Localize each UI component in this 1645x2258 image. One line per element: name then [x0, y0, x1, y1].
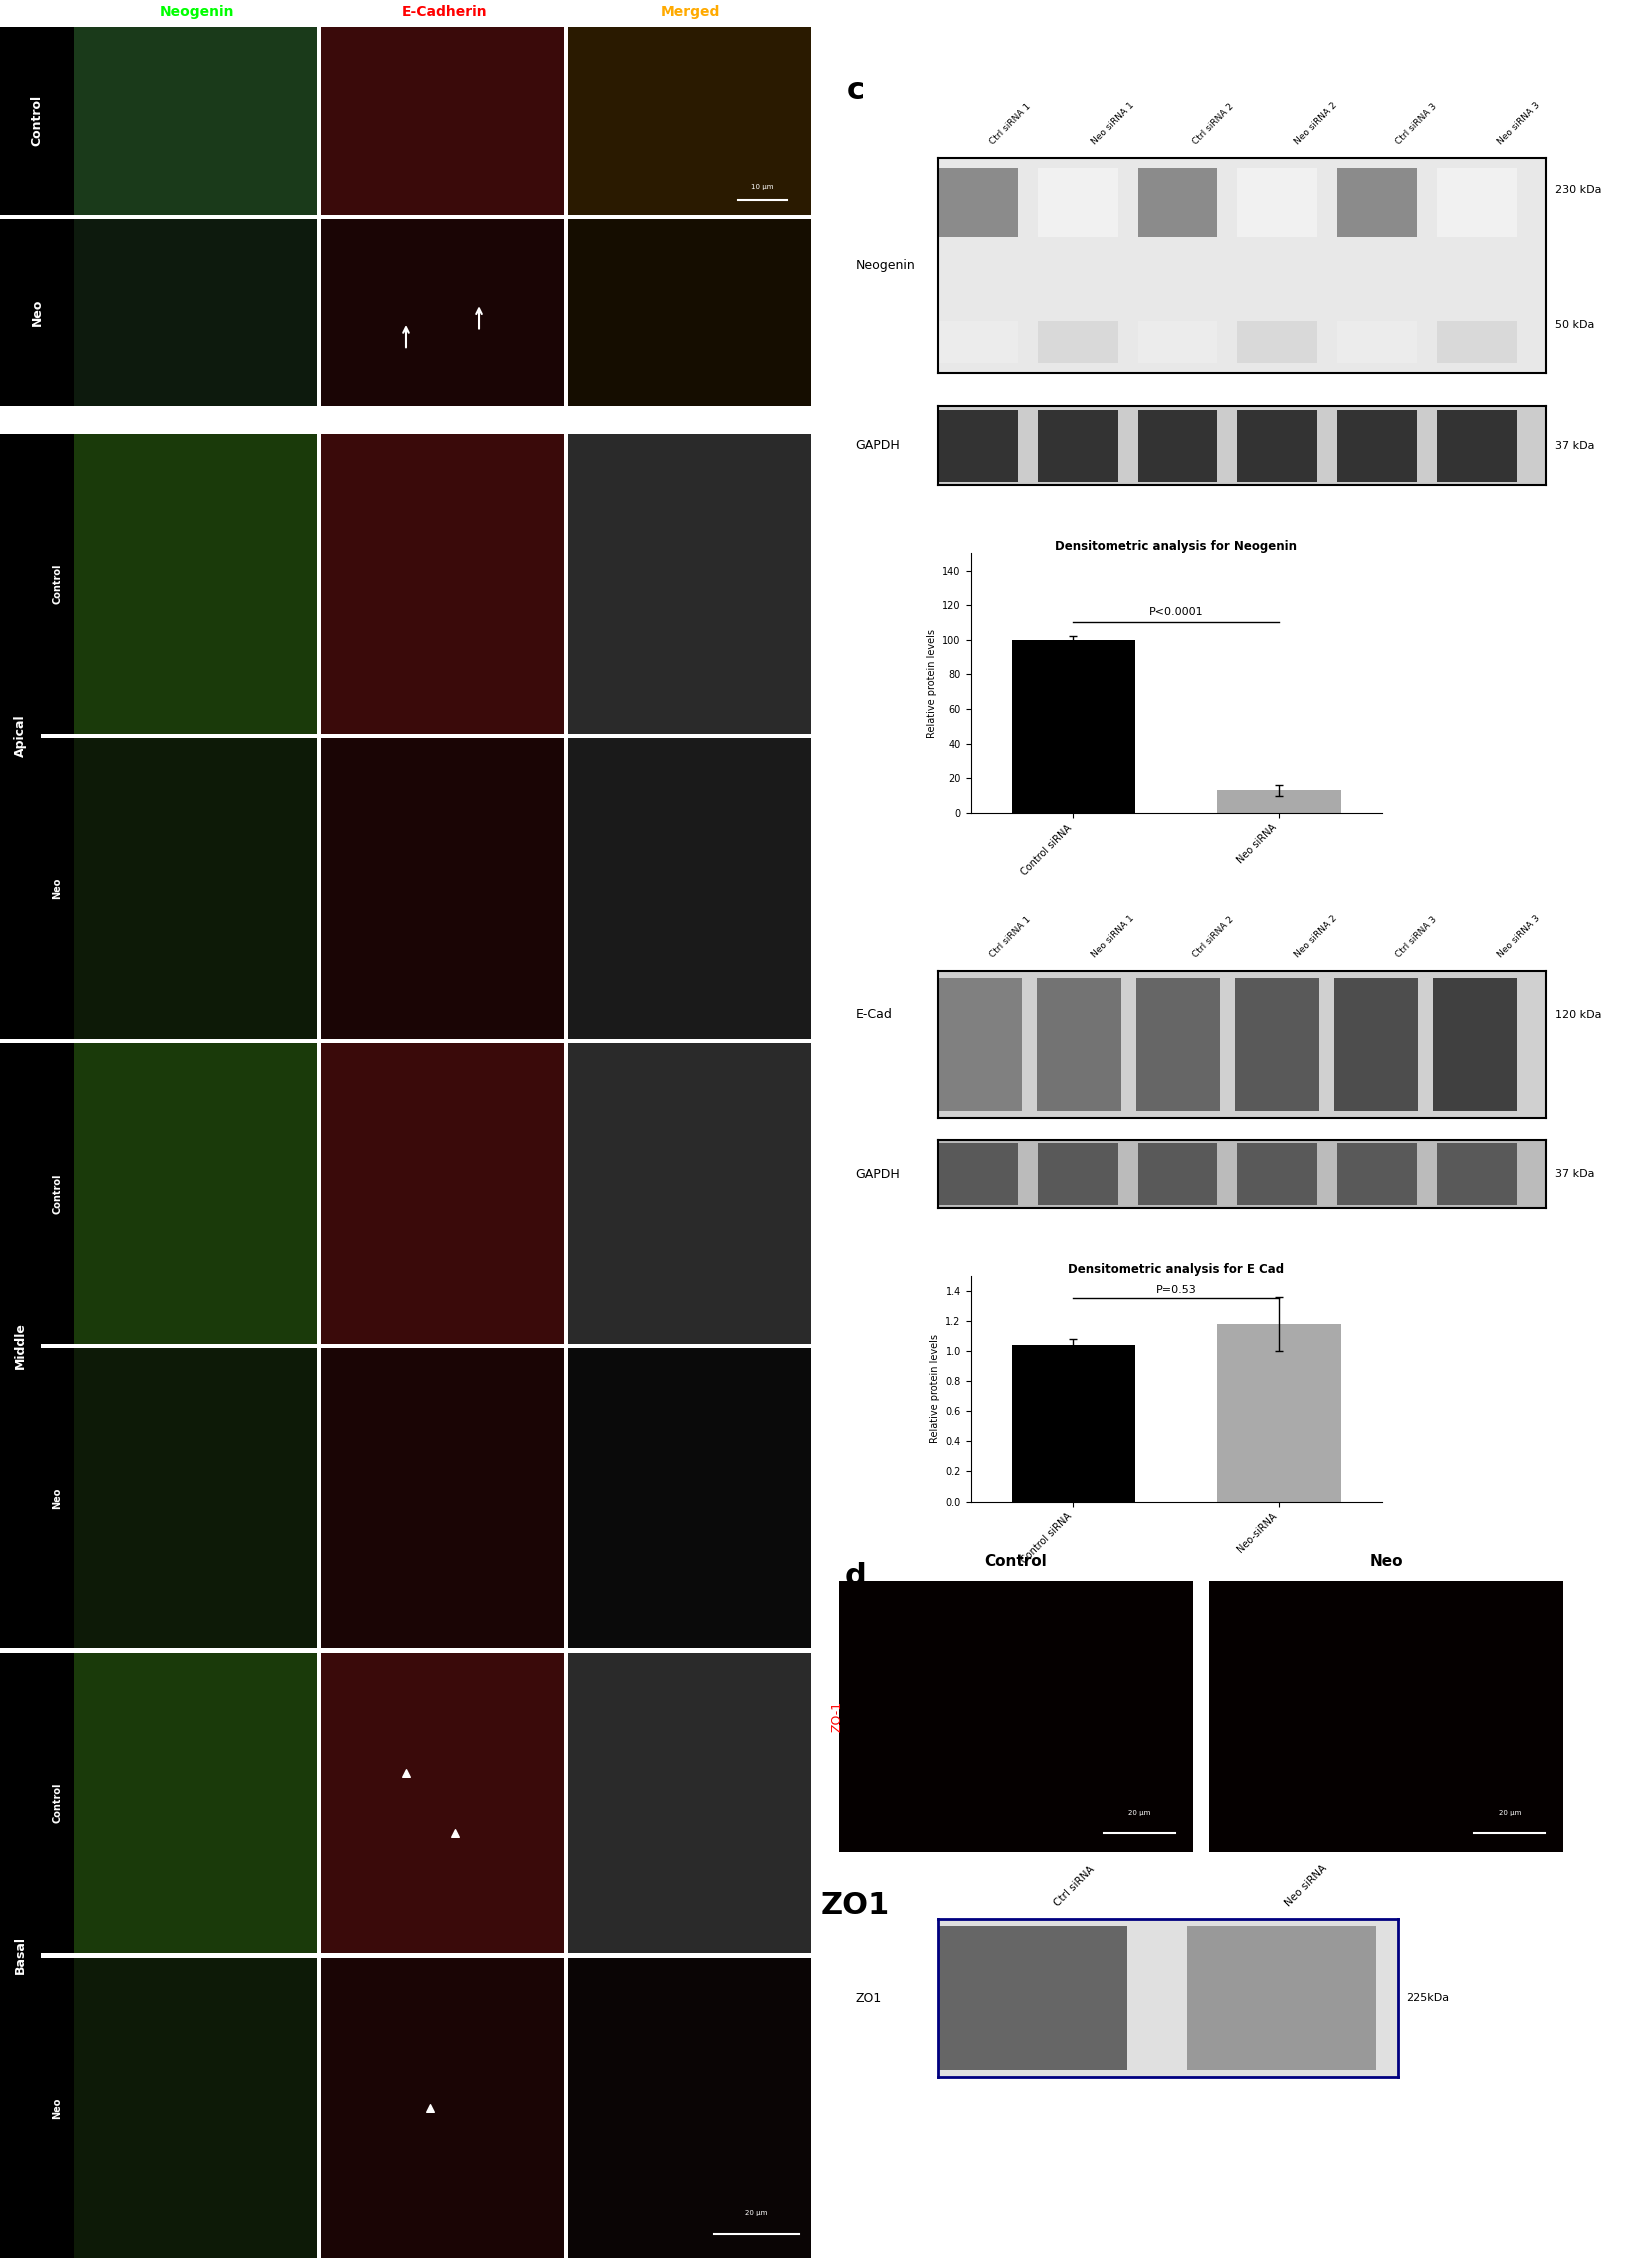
Bar: [938, 167, 1018, 237]
Text: Neo: Neo: [53, 2098, 63, 2118]
Text: 10 μm: 10 μm: [752, 185, 773, 190]
Text: Ctrl siRNA 2: Ctrl siRNA 2: [1191, 102, 1235, 147]
Bar: [1217, 790, 1341, 813]
Bar: [1337, 167, 1418, 237]
Bar: [1235, 978, 1319, 1111]
Text: 50 kDa: 50 kDa: [1555, 321, 1594, 330]
Text: Control: Control: [53, 1174, 63, 1213]
Bar: [1038, 411, 1117, 481]
Bar: [1038, 321, 1117, 364]
Text: Neo siRNA 1: Neo siRNA 1: [1091, 102, 1135, 147]
Bar: [1036, 978, 1120, 1111]
Text: b: b: [13, 2177, 36, 2204]
Title: Densitometric analysis for Neogenin: Densitometric analysis for Neogenin: [1054, 540, 1298, 553]
Bar: [1138, 167, 1217, 237]
Text: ZO1: ZO1: [855, 1992, 882, 2005]
Text: Neo siRNA 2: Neo siRNA 2: [1293, 914, 1339, 960]
Text: ZO1: ZO1: [821, 1892, 890, 1919]
Point: [1204, 147, 1230, 183]
Bar: [938, 411, 1018, 481]
Text: Neo siRNA 3: Neo siRNA 3: [1495, 914, 1541, 960]
Bar: [1334, 978, 1418, 1111]
Text: Control: Control: [984, 1554, 1048, 1569]
Text: Neo: Neo: [1369, 1554, 1403, 1569]
Bar: [1012, 1346, 1135, 1502]
Text: E-Cad: E-Cad: [855, 1009, 892, 1021]
Bar: [1138, 321, 1217, 364]
Text: c: c: [847, 77, 864, 104]
Bar: [1237, 321, 1318, 364]
Bar: [938, 978, 1022, 1111]
Bar: [1438, 411, 1517, 481]
Text: Neogenin: Neogenin: [160, 5, 235, 18]
Text: Neo siRNA 1: Neo siRNA 1: [1091, 914, 1135, 960]
Text: Neo: Neo: [31, 298, 43, 327]
Text: Merged: Merged: [661, 5, 721, 18]
Text: Ctrl siRNA: Ctrl siRNA: [1053, 1863, 1097, 1908]
Bar: [1433, 978, 1517, 1111]
Y-axis label: Relative protein levels: Relative protein levels: [926, 628, 936, 738]
Bar: [1438, 1143, 1517, 1206]
Text: Middle: Middle: [15, 1323, 26, 1368]
Text: Control: Control: [53, 1784, 63, 1822]
Text: 20 μm: 20 μm: [1128, 1811, 1151, 1815]
Text: Ctrl siRNA 3: Ctrl siRNA 3: [1395, 102, 1439, 147]
Text: ZO-1: ZO-1: [831, 1700, 844, 1732]
Bar: [1217, 1323, 1341, 1502]
Text: a: a: [23, 359, 43, 386]
Bar: [1038, 167, 1117, 237]
Text: Ctrl siRNA 1: Ctrl siRNA 1: [989, 914, 1033, 960]
Text: d: d: [844, 1563, 867, 1590]
Text: Ctrl siRNA 1: Ctrl siRNA 1: [989, 102, 1033, 147]
Bar: [1138, 1143, 1217, 1206]
Text: 120 kDa: 120 kDa: [1555, 1009, 1601, 1021]
Text: 37 kDa: 37 kDa: [1555, 1170, 1594, 1179]
Bar: [1237, 167, 1318, 237]
Bar: [1237, 1143, 1318, 1206]
Text: Ctrl siRNA 3: Ctrl siRNA 3: [1395, 914, 1439, 960]
Text: Neo: Neo: [53, 1488, 63, 1508]
Text: Neogenin: Neogenin: [855, 260, 915, 271]
Bar: [1438, 167, 1517, 237]
Text: GAPDH: GAPDH: [855, 440, 900, 452]
Title: Densitometric analysis for E Cad: Densitometric analysis for E Cad: [1068, 1262, 1285, 1276]
Text: Neo siRNA 3: Neo siRNA 3: [1495, 102, 1541, 147]
Bar: [1188, 1926, 1377, 2071]
Bar: [938, 321, 1018, 364]
Text: Neo siRNA: Neo siRNA: [1283, 1863, 1329, 1908]
Text: 230 kDa: 230 kDa: [1555, 185, 1601, 194]
Text: 225kDa: 225kDa: [1406, 1994, 1449, 2003]
Bar: [1337, 1143, 1418, 1206]
Point: [1425, 725, 1451, 761]
Text: GAPDH: GAPDH: [855, 1167, 900, 1181]
Text: Neo: Neo: [53, 878, 63, 899]
Bar: [938, 1926, 1127, 2071]
Text: Control: Control: [31, 95, 43, 147]
Text: Neo siRNA 2: Neo siRNA 2: [1293, 102, 1339, 147]
Text: Control: Control: [53, 564, 63, 603]
Bar: [1138, 411, 1217, 481]
Bar: [1237, 411, 1318, 481]
Bar: [1337, 411, 1418, 481]
Text: P<0.0001: P<0.0001: [1148, 607, 1204, 616]
Y-axis label: Relative protein levels: Relative protein levels: [929, 1334, 939, 1443]
Text: E-Cadherin: E-Cadherin: [401, 5, 487, 18]
Text: 20 μm: 20 μm: [1499, 1811, 1522, 1815]
Text: P=0.53: P=0.53: [1156, 1285, 1196, 1296]
Text: 20 μm: 20 μm: [745, 2211, 768, 2215]
Text: 37 kDa: 37 kDa: [1555, 440, 1594, 452]
Bar: [1438, 321, 1517, 364]
Bar: [1038, 1143, 1117, 1206]
Bar: [1135, 978, 1221, 1111]
Bar: [1012, 639, 1135, 813]
Bar: [938, 1143, 1018, 1206]
Text: Basal: Basal: [15, 1937, 26, 1973]
Bar: [1337, 321, 1418, 364]
Text: Apical: Apical: [15, 716, 26, 756]
Text: Ctrl siRNA 2: Ctrl siRNA 2: [1191, 914, 1235, 960]
